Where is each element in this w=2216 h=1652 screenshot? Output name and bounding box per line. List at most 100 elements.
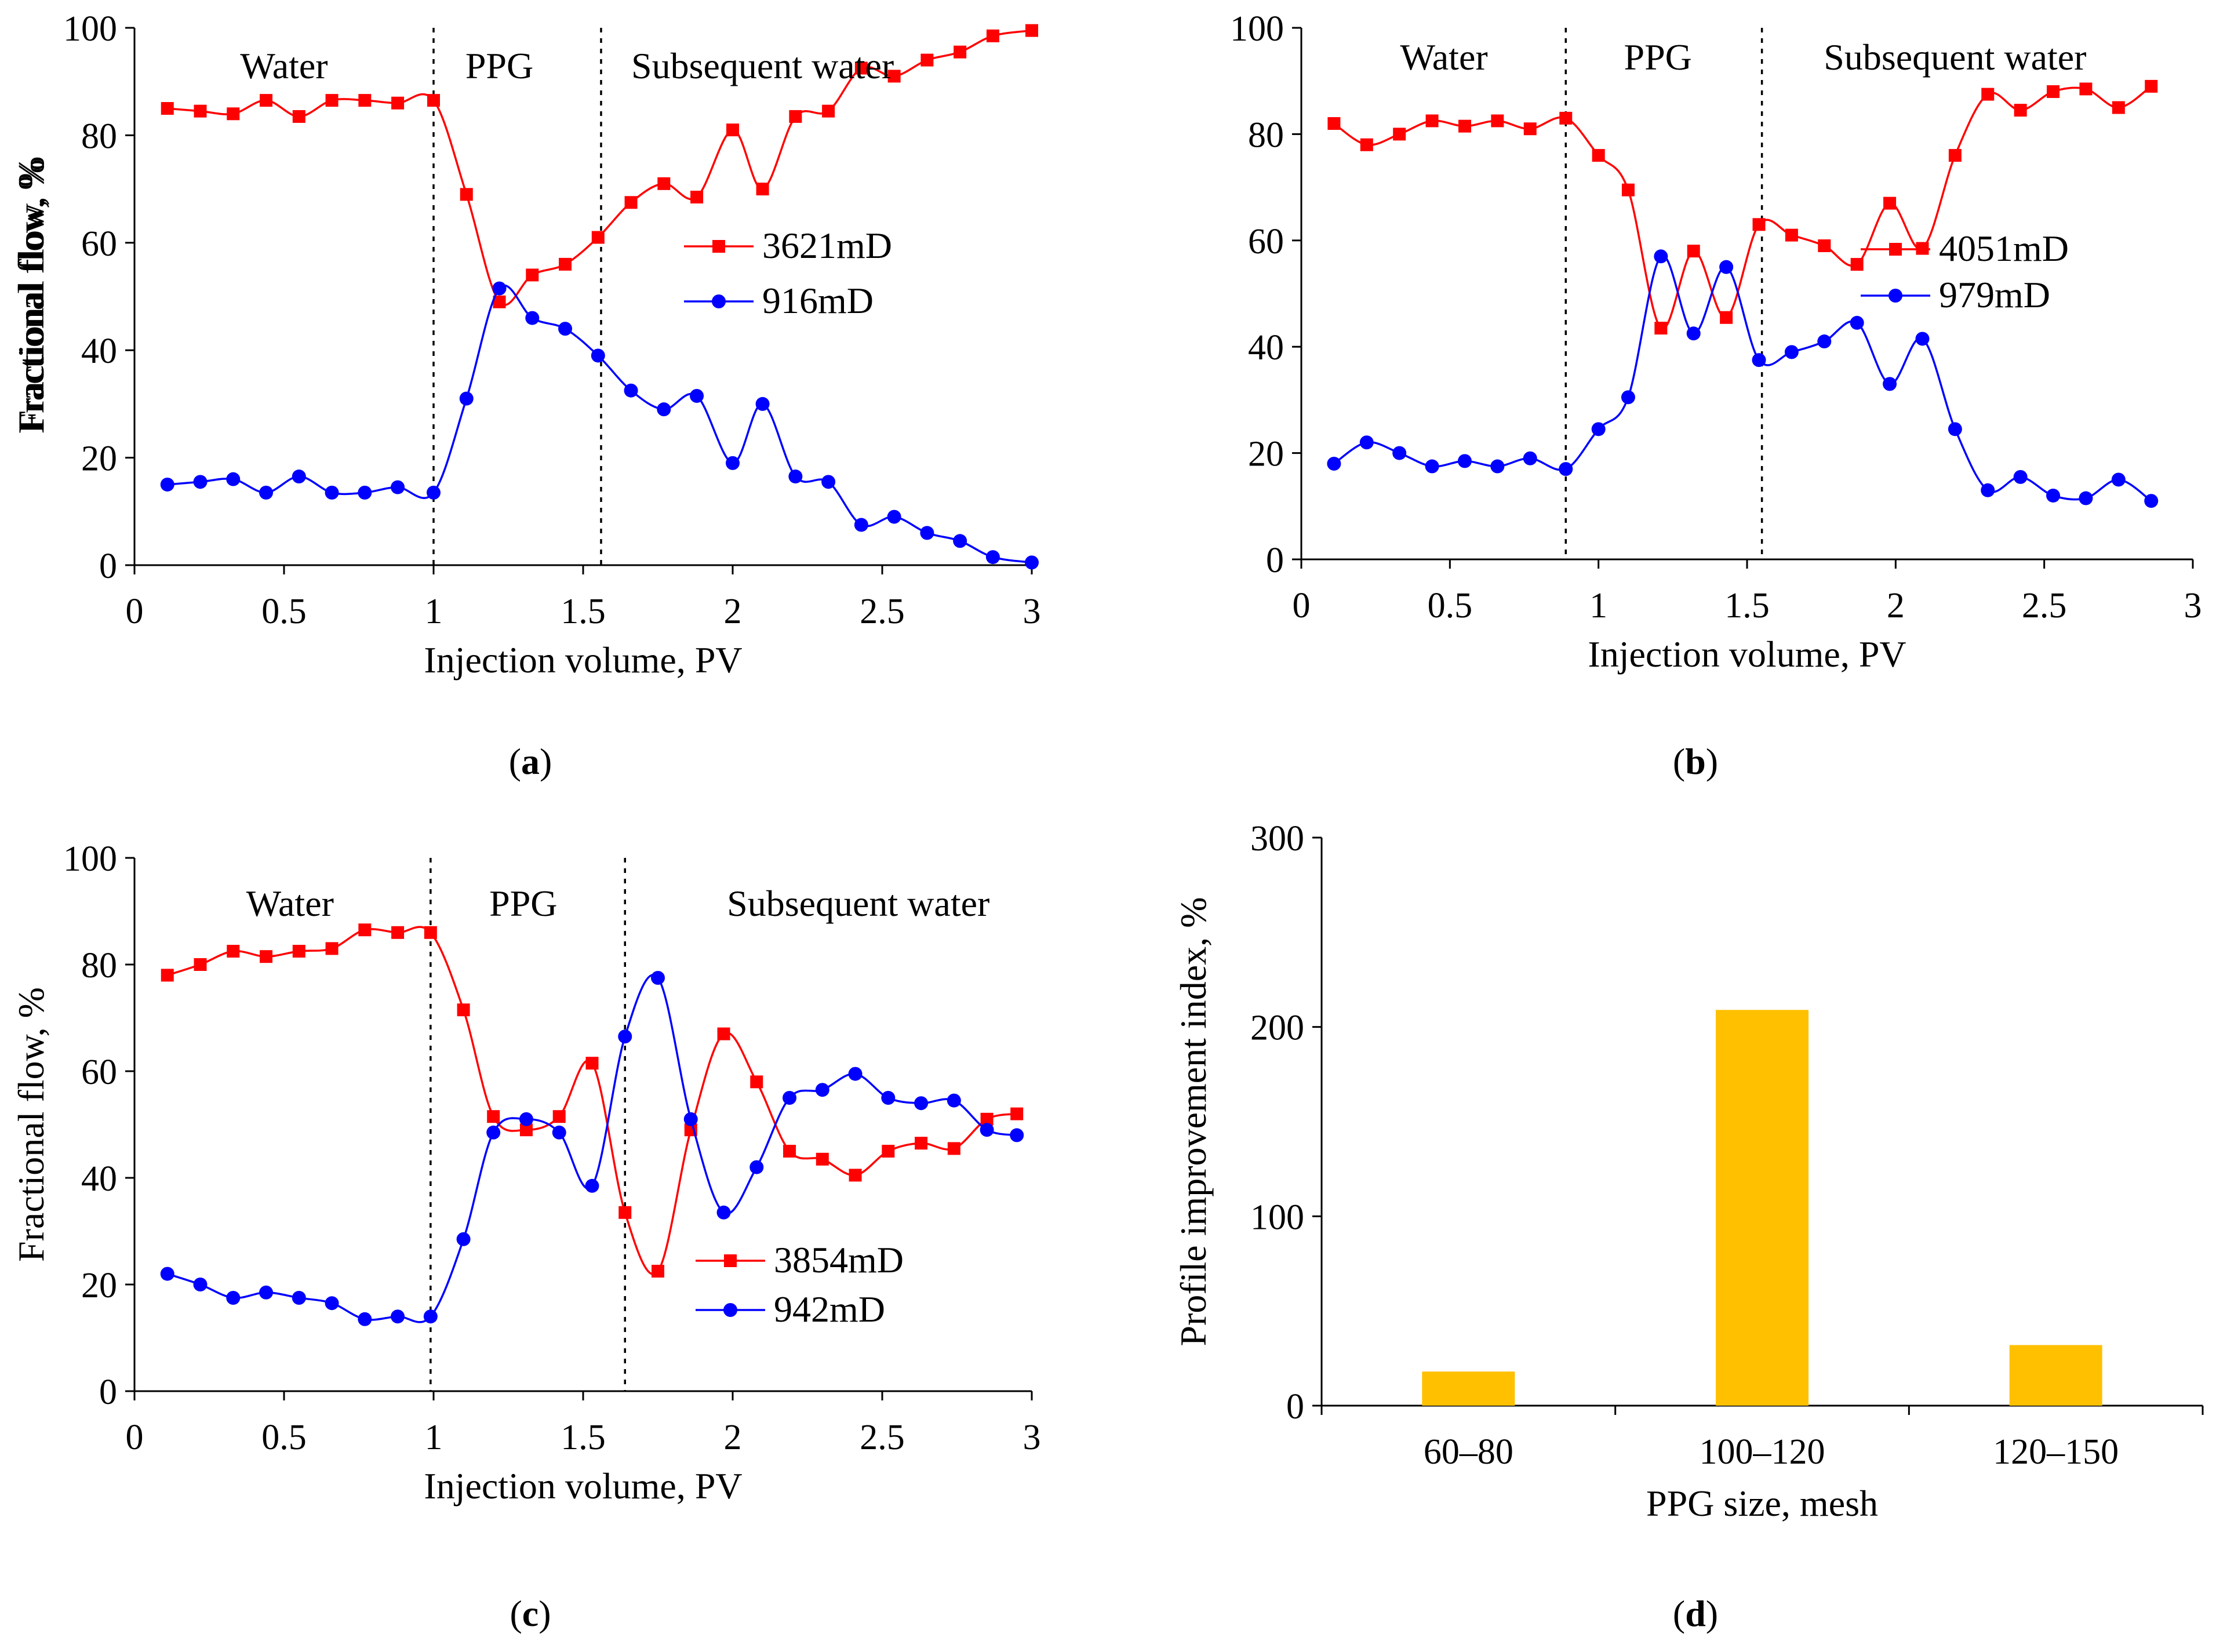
data-point (2144, 494, 2159, 508)
data-point (2111, 472, 2126, 487)
data-point (1559, 111, 1573, 125)
data-point (717, 1027, 730, 1040)
caption-open-paren: ( (509, 741, 521, 782)
data-point (750, 1075, 763, 1089)
y-tick-label: 300 (1250, 819, 1304, 858)
y-tick-label: 100 (63, 9, 117, 49)
data-point (358, 923, 372, 937)
bar-100–120 (1716, 1010, 1809, 1406)
data-point (816, 1152, 829, 1166)
data-point (457, 1003, 470, 1017)
phase-label: Water (246, 883, 334, 924)
legend-marker (724, 1254, 737, 1267)
data-point (947, 1093, 961, 1108)
data-point (618, 1206, 632, 1219)
y-tick-label: 0 (1266, 541, 1284, 580)
y-tick-label: 0 (99, 1373, 117, 1412)
data-point (1818, 239, 1831, 252)
caption-close-paren: ) (540, 741, 552, 782)
data-point (821, 475, 836, 489)
data-point (391, 926, 405, 939)
caption-letter: d (1685, 1593, 1706, 1634)
y-tick-label: 60 (81, 224, 117, 264)
x-tick-label: 0 (126, 592, 144, 631)
data-point (2013, 470, 2028, 484)
data-point (1523, 451, 1537, 465)
caption-open-paren: ( (510, 1593, 522, 1634)
data-point (854, 518, 868, 532)
panel-c: 0 20 40 60 80 100 0 0.5 1 1.5 2 2.5 3 Injection volum… (10, 839, 1041, 1634)
data-point (1491, 114, 1504, 128)
legend-label: 4051mD (1939, 228, 2069, 269)
data-point (492, 281, 507, 296)
caption-letter: b (1685, 741, 1706, 782)
data-point (358, 485, 372, 500)
phase-label: PPG (465, 45, 533, 86)
data-point (1592, 149, 1605, 162)
panel-caption: (a) (509, 741, 552, 782)
data-point (947, 1142, 960, 1155)
y-tick-label: 40 (1248, 328, 1284, 367)
data-point (424, 926, 437, 939)
x-category-label: 60–80 (1424, 1432, 1513, 1472)
data-point (954, 45, 967, 59)
data-point (591, 231, 605, 244)
data-point (292, 945, 305, 958)
x-tick-label: 3 (2184, 586, 2202, 625)
panel-caption: (b) (1673, 741, 1718, 782)
data-point (585, 1178, 599, 1193)
data-point (1025, 24, 1038, 37)
legend-marker (1889, 243, 1902, 256)
y-tick-label: 100 (1230, 9, 1284, 49)
data-point (325, 1296, 339, 1311)
data-point (881, 1091, 896, 1105)
data-point (986, 29, 999, 42)
data-point (591, 348, 605, 363)
legend-label: 3621mD (762, 225, 892, 266)
data-point (915, 1137, 928, 1150)
data-point (848, 1067, 863, 1081)
panel-a: 0 20 40 60 80 100 0 0.5 1 1.5 2 2.5 3 Injection volum… (10, 9, 1041, 782)
data-point (1654, 322, 1668, 335)
data-point (887, 510, 901, 524)
data-point (920, 53, 934, 67)
data-point (227, 107, 240, 121)
x-tick-label: 0 (126, 1418, 144, 1457)
data-point (292, 110, 305, 123)
caption-close-paren: ) (1706, 741, 1718, 782)
x-axis-label: Injection volume, PV (424, 639, 742, 681)
data-point (1621, 390, 1635, 405)
data-point (1025, 555, 1039, 570)
phase-label: Subsequent water (1824, 37, 2086, 78)
x-axis-label: Injection volume, PV (424, 1465, 742, 1507)
data-point (1752, 353, 1766, 367)
data-point (690, 388, 704, 403)
data-point (227, 945, 240, 958)
data-point (525, 311, 540, 325)
data-point (526, 268, 539, 282)
data-point (651, 971, 665, 985)
legend-label: 3854mD (774, 1239, 904, 1280)
x-tick-label: 1 (425, 1418, 443, 1457)
y-tick-label: 60 (1248, 222, 1284, 261)
data-point (1784, 345, 1799, 359)
y-tick-label: 20 (1248, 435, 1284, 474)
y-tick-label: 20 (81, 439, 117, 479)
y-tick-label: 60 (81, 1053, 117, 1092)
data-point (716, 1205, 731, 1220)
x-tick-label: 0.5 (1428, 586, 1473, 625)
data-point (325, 94, 339, 107)
data-point (260, 950, 273, 963)
y-tick-label: 80 (81, 117, 117, 156)
y-tick-label: 80 (1248, 115, 1284, 155)
data-point (194, 104, 207, 118)
y-tick-label: 0 (99, 547, 117, 586)
data-point (259, 485, 274, 500)
panel-caption: (d) (1673, 1593, 1718, 1634)
x-tick-label: 1.5 (561, 1418, 606, 1457)
data-point (953, 534, 967, 548)
legend-label: 942mD (774, 1289, 885, 1330)
data-point (226, 472, 241, 486)
data-point (460, 188, 473, 201)
data-point (456, 1232, 471, 1246)
